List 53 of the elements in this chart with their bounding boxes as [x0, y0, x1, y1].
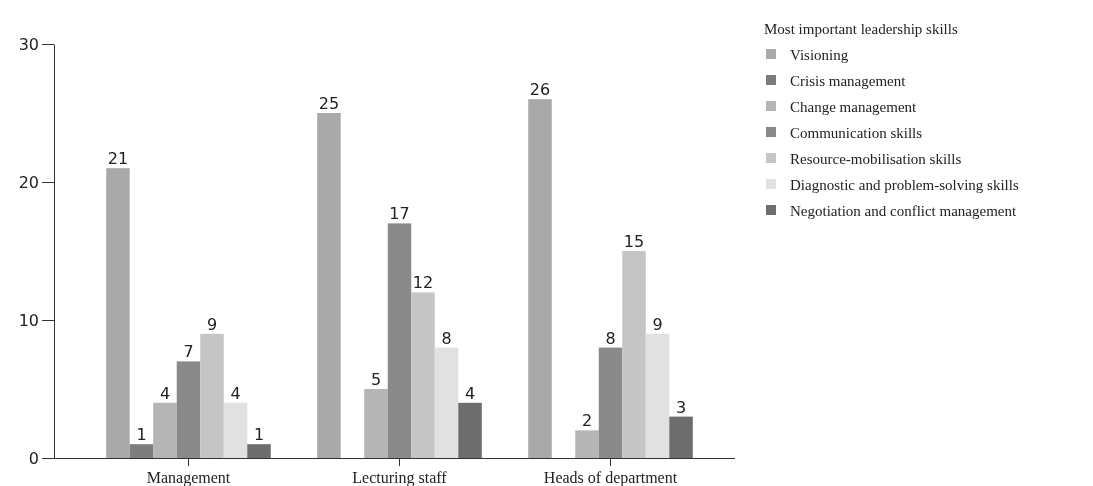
- bar: [434, 347, 459, 458]
- data-label: 15: [623, 232, 645, 251]
- bar: [200, 333, 224, 458]
- legend-title: Most important leadership skills: [764, 21, 958, 37]
- data-label: 21: [107, 149, 129, 169]
- data-label: 26: [529, 80, 551, 100]
- bar: [575, 430, 599, 458]
- data-label: 4: [230, 383, 241, 403]
- y-tick-label: 10: [18, 310, 39, 330]
- data-label: 9: [652, 314, 663, 334]
- x-tick-label: Management: [146, 469, 231, 486]
- legend-label: Diagnostic and problem-solving skills: [790, 177, 1019, 193]
- bar: [223, 402, 248, 458]
- bar: [598, 347, 623, 458]
- legend-label: Crisis management: [790, 73, 907, 89]
- bar: [153, 402, 177, 458]
- data-label: 1: [136, 425, 147, 445]
- bar: [106, 168, 130, 458]
- data-label: 25: [318, 94, 340, 113]
- bar: [364, 389, 388, 458]
- data-label: 5: [370, 370, 382, 389]
- bar: [129, 444, 154, 458]
- y-tick-label: 20: [18, 172, 39, 192]
- legend-label: Communication skills: [790, 125, 923, 141]
- data-label: 2: [581, 411, 593, 431]
- data-label: 4: [159, 383, 171, 403]
- legend-label: Visioning: [790, 47, 849, 63]
- bar: [645, 333, 670, 458]
- bar: [176, 361, 201, 458]
- bar: [622, 251, 646, 458]
- data-label: 12: [412, 273, 434, 293]
- data-label: 9: [206, 314, 218, 334]
- x-tick-label: Lecturing staff: [352, 469, 448, 486]
- legend-label: Change management: [790, 99, 918, 115]
- y-tick-label: 0: [28, 448, 39, 468]
- legend-label: Resource-mobilisation skills: [790, 151, 962, 167]
- bar: [458, 402, 482, 458]
- data-label: 3: [675, 397, 687, 417]
- data-label: 17: [389, 204, 410, 224]
- data-label: 8: [605, 328, 616, 348]
- bar: [387, 223, 412, 458]
- bar: [247, 444, 271, 458]
- data-label: 1: [253, 425, 265, 445]
- bar: [411, 292, 435, 458]
- data-label: 7: [183, 342, 194, 362]
- x-tick-label: Heads of department: [543, 469, 678, 486]
- y-tick-label: 30: [18, 34, 39, 54]
- data-label: 8: [441, 328, 452, 348]
- legend-label: Negotiation and conflict management: [790, 203, 1017, 219]
- data-label: 4: [464, 383, 476, 403]
- bar: [669, 416, 693, 458]
- bar: [528, 99, 552, 458]
- bar: [317, 113, 341, 458]
